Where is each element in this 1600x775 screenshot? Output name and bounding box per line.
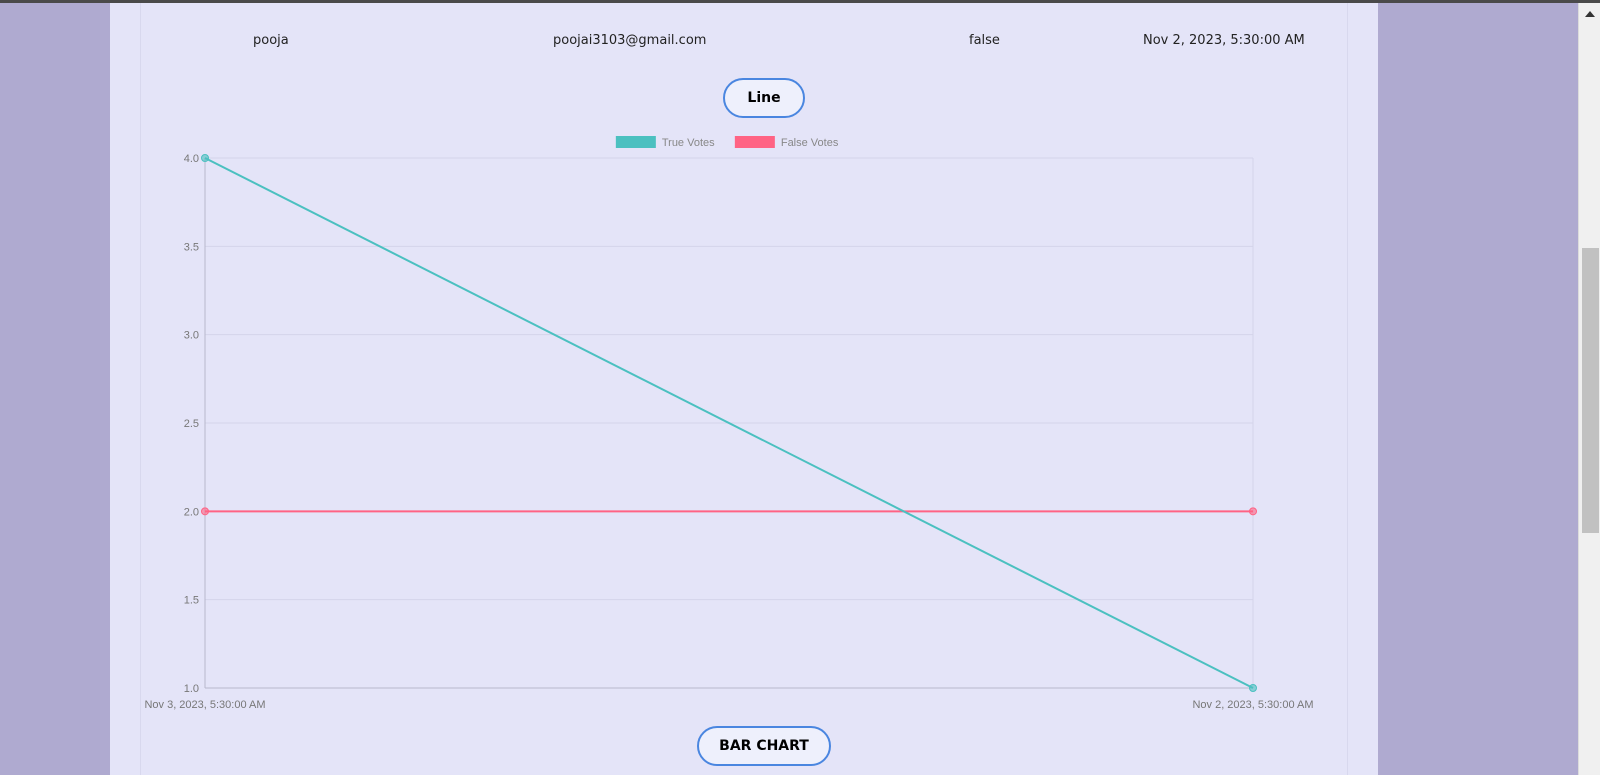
x-tick-label: Nov 2, 2023, 5:30:00 AM	[1192, 699, 1313, 711]
y-tick-label: 1.5	[184, 595, 199, 607]
bar-chart-button[interactable]: BAR CHART	[697, 726, 831, 766]
y-tick-label: 2.5	[184, 418, 199, 430]
data-point	[201, 507, 209, 516]
scrollbar-thumb[interactable]	[1582, 248, 1599, 533]
data-point	[1249, 684, 1257, 692]
y-tick-label: 4.0	[184, 153, 199, 165]
votes-line-chart: 4.0 3.5 3.0 2.5 2.0 1.5 1.0 Nov 3, 2023, 5:30:0…	[144, 136, 1314, 711]
page-content: pooja poojai3103@gmail.com false Nov 2, …	[110, 3, 1378, 775]
legend-swatch	[615, 136, 656, 148]
row-vote: false	[969, 33, 1000, 48]
row-email: poojai3103@gmail.com	[553, 33, 707, 48]
y-tick-label: 1.0	[184, 683, 199, 695]
legend-label: True Votes	[662, 137, 715, 149]
x-tick-label: Nov 3, 2023, 5:30:00 AM	[144, 699, 265, 711]
row-date: Nov 2, 2023, 5:30:00 AM	[1143, 33, 1305, 48]
series-line	[204, 157, 1254, 689]
row-name: pooja	[253, 33, 289, 48]
data-point	[1249, 507, 1257, 516]
window-top-border	[0, 0, 1600, 3]
y-tick-label: 2.0	[184, 506, 199, 518]
legend-label: False Votes	[781, 137, 839, 149]
data-point	[201, 154, 209, 162]
vertical-scrollbar[interactable]	[1578, 3, 1600, 775]
y-tick-label: 3.0	[184, 330, 199, 342]
legend-swatch	[734, 136, 775, 148]
scroll-up-arrow-icon[interactable]	[1585, 11, 1595, 17]
line-chart-button[interactable]: Line	[723, 78, 805, 118]
votes-card: pooja poojai3103@gmail.com false Nov 2, …	[140, 3, 1348, 775]
y-tick-label: 3.5	[184, 241, 199, 253]
